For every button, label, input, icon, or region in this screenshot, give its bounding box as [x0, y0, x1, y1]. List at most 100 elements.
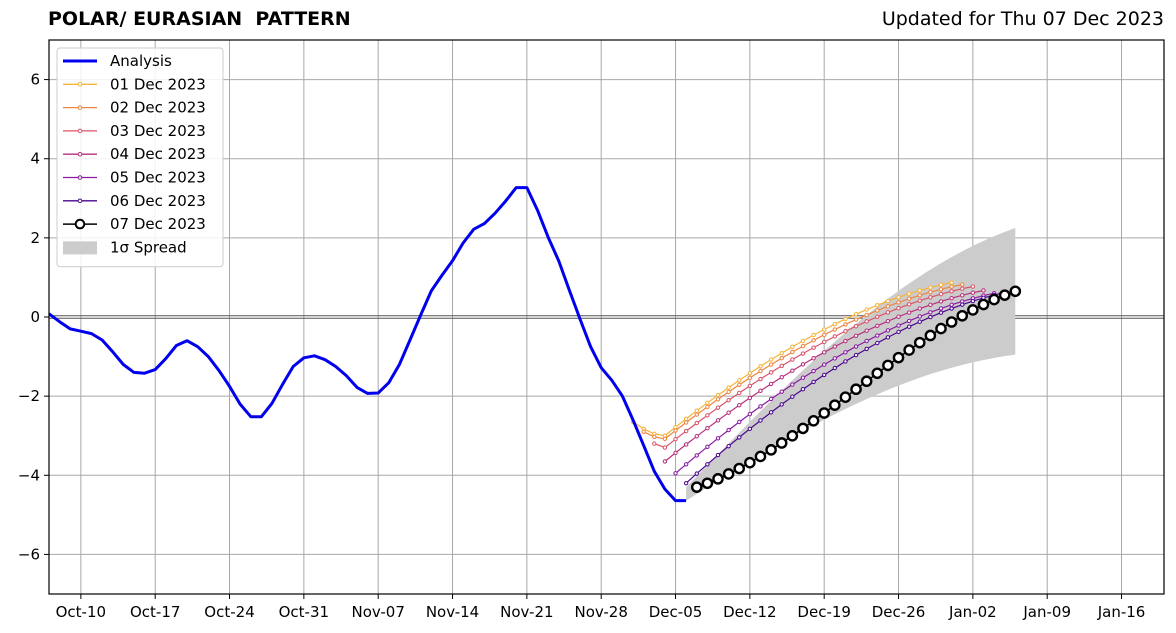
forecast-point [800, 375, 806, 380]
forecast-point [998, 289, 1011, 301]
forecast-point [744, 456, 756, 469]
forecast-point [928, 310, 933, 315]
forecast-point [949, 296, 954, 301]
forecast-point [917, 298, 922, 303]
forecast-point [864, 346, 869, 352]
forecast-point [726, 385, 731, 390]
legend-label: 1σ Spread [110, 238, 187, 256]
forecast-point [758, 364, 763, 369]
forecast-point [949, 280, 954, 285]
x-tick: Jan-09 [1022, 603, 1071, 621]
x-tick-label: Nov-07 [352, 603, 405, 621]
legend-marker [77, 175, 83, 180]
y-tick-label: 6 [30, 71, 40, 89]
forecast-point [641, 429, 646, 434]
forecast-point [821, 339, 827, 345]
forecast-point [885, 328, 891, 333]
forecast-point [853, 317, 859, 322]
forecast-point [938, 287, 944, 292]
forecast-point [779, 356, 784, 361]
forecast-point [875, 314, 880, 319]
legend-marker [77, 128, 83, 134]
legend-marker [77, 151, 83, 157]
forecast-point [885, 298, 891, 304]
forecast-point [875, 308, 880, 313]
forecast-point [875, 323, 880, 329]
forecast-point [758, 368, 763, 374]
forecast-point [705, 400, 710, 406]
x-tick-label: Jan-09 [1022, 603, 1071, 621]
forecast-point [843, 329, 848, 334]
forecast-point [733, 462, 746, 475]
forecast-point [790, 394, 795, 399]
forecast-point [673, 424, 678, 430]
forecast-point [737, 403, 742, 408]
legend-item: 05 Dec 2023 [63, 169, 206, 187]
x-tick-label: Dec-26 [872, 603, 926, 621]
forecast-point [917, 293, 922, 298]
forecast-point [747, 426, 753, 432]
forecast-point [960, 293, 965, 298]
legend-item: 07 Dec 2023 [63, 215, 206, 233]
forecast-point [917, 314, 922, 319]
forecast-point [737, 419, 742, 425]
forecast-point [938, 282, 944, 288]
y-tick: 0 [30, 308, 40, 326]
forecast-point [726, 427, 731, 433]
forecast-point [864, 319, 869, 324]
legend: Analysis 01 Dec 2023 02 Dec 2023 03 Dec 202… [56, 47, 224, 268]
forecast-point [949, 284, 954, 289]
forecast-point [726, 410, 731, 415]
forecast-point [853, 323, 859, 329]
x-tick: Oct-24 [204, 603, 254, 621]
y-tick-label: −4 [18, 466, 40, 484]
forecast-point [768, 362, 774, 367]
forecast-point [790, 382, 795, 387]
forecast-point [747, 383, 753, 389]
forecast-point [949, 302, 954, 307]
forecast-point [928, 295, 933, 300]
x-tick: Dec-05 [649, 603, 703, 621]
forecast-point [690, 481, 703, 493]
forecast-point [737, 390, 742, 396]
forecast-point [694, 412, 699, 417]
forecast-point [970, 298, 976, 304]
forecast-point [871, 367, 884, 380]
forecast-point [988, 293, 1000, 306]
forecast-point [967, 304, 979, 316]
forecast-point [768, 381, 774, 387]
forecast-point [694, 408, 699, 413]
forecast-point [673, 471, 678, 476]
forecast-series [630, 280, 954, 438]
forecast-series [662, 288, 986, 464]
forecast-point [715, 418, 721, 423]
forecast-point [843, 338, 848, 344]
forecast-point [726, 389, 731, 395]
forecast-point [779, 350, 784, 356]
series-layer [49, 186, 1022, 503]
forecast-point [683, 416, 689, 422]
forecast-point [811, 345, 816, 350]
forecast-point [829, 399, 841, 411]
forecast-point [928, 314, 933, 320]
forecast-point [747, 395, 753, 401]
forecast-point [673, 450, 678, 456]
x-tick-label: Dec-05 [649, 603, 703, 621]
forecast-point [779, 375, 784, 380]
forecast-point [885, 304, 891, 309]
x-tick-label: Nov-21 [500, 603, 553, 621]
y-tick-label: −2 [18, 387, 40, 405]
forecast-point [949, 289, 954, 294]
forecast-point [737, 382, 742, 388]
forecast-point [821, 332, 827, 338]
forecast-point [938, 291, 944, 297]
forecast-point [705, 413, 710, 418]
forecast-point [683, 462, 689, 467]
legend-swatch [63, 241, 97, 255]
forecast-point [821, 362, 827, 367]
forecast-point [928, 302, 933, 308]
forecast-point [673, 428, 678, 433]
forecast-point [797, 422, 809, 435]
x-tick-label: Oct-10 [56, 603, 106, 621]
forecast-point [850, 383, 862, 396]
